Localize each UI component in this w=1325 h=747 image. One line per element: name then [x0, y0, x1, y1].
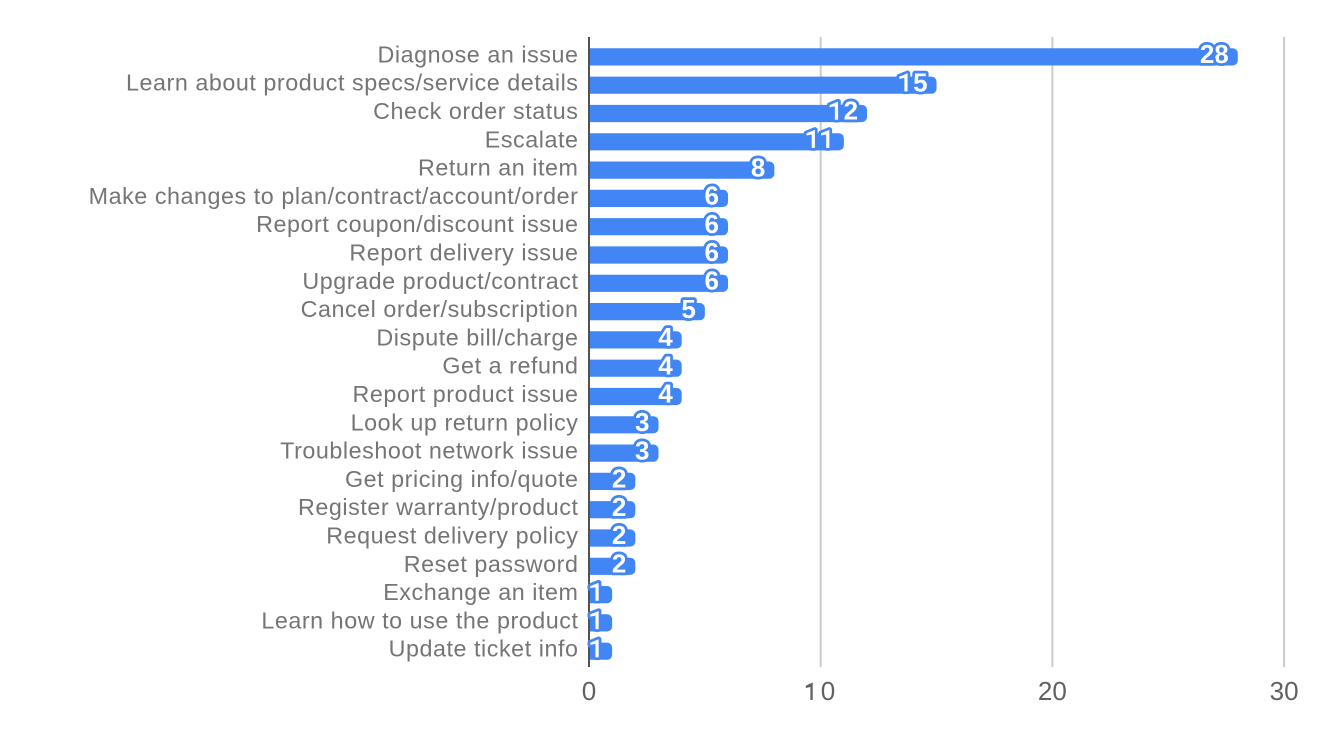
svg-text:8: 8 — [751, 152, 765, 182]
svg-text:Cancel order/subscription: Cancel order/subscription — [301, 296, 579, 322]
svg-text:Register warranty/product: Register warranty/product — [298, 494, 578, 520]
svg-text:4: 4 — [658, 322, 673, 352]
svg-text:Report coupon/discount issue: Report coupon/discount issue — [256, 211, 578, 237]
svg-text:2: 2 — [612, 520, 626, 550]
svg-text:Request delivery policy: Request delivery policy — [326, 523, 578, 549]
svg-text:Diagnose an issue: Diagnose an issue — [377, 41, 578, 67]
svg-text:2: 2 — [612, 549, 626, 579]
svg-text:Learn about product specs/serv: Learn about product specs/service detail… — [126, 70, 579, 96]
svg-text:2: 2 — [1038, 676, 1052, 706]
svg-text:4: 4 — [658, 350, 673, 380]
svg-text:Look up return policy: Look up return policy — [351, 409, 579, 435]
svg-text:2: 2 — [612, 492, 626, 522]
svg-text:Update ticket info: Update ticket info — [389, 636, 579, 662]
svg-text:3: 3 — [635, 435, 649, 465]
svg-text:6: 6 — [705, 237, 719, 267]
svg-text:6: 6 — [705, 266, 719, 296]
svg-text:0: 0 — [582, 676, 596, 706]
svg-text:Report delivery issue: Report delivery issue — [349, 240, 578, 266]
svg-text:Dispute bill/charge: Dispute bill/charge — [376, 324, 578, 350]
svg-text:Make changes to plan/contract/: Make changes to plan/contract/account/or… — [89, 183, 579, 209]
svg-text:Escalate: Escalate — [485, 126, 579, 152]
svg-text:Get pricing info/quote: Get pricing info/quote — [345, 466, 579, 492]
svg-text:3: 3 — [635, 407, 649, 437]
svg-text:Return an item: Return an item — [418, 155, 579, 181]
svg-text:2: 2 — [1200, 39, 1214, 69]
svg-text:5: 5 — [913, 67, 927, 97]
svg-text:6: 6 — [705, 209, 719, 239]
svg-text:3: 3 — [1270, 676, 1284, 706]
svg-text:2: 2 — [844, 96, 858, 126]
svg-text:4: 4 — [658, 379, 673, 409]
svg-text:Exchange an item: Exchange an item — [383, 579, 578, 605]
svg-text:Get a refund: Get a refund — [442, 353, 578, 379]
svg-text:8: 8 — [1214, 39, 1228, 69]
svg-text:6: 6 — [705, 181, 719, 211]
svg-text:Reset password: Reset password — [404, 551, 579, 577]
svg-text:Report product issue: Report product issue — [353, 381, 579, 407]
svg-text:Upgrade product/contract: Upgrade product/contract — [302, 268, 578, 294]
svg-text:Learn how to use the product: Learn how to use the product — [261, 607, 578, 633]
svg-text:Troubleshoot network issue: Troubleshoot network issue — [280, 438, 578, 464]
svg-text:0: 0 — [1052, 676, 1066, 706]
svg-text:0: 0 — [821, 676, 835, 706]
svg-text:Check order status: Check order status — [373, 98, 578, 124]
svg-text:0: 0 — [1284, 676, 1298, 706]
svg-text:5: 5 — [681, 294, 695, 324]
svg-text:2: 2 — [612, 464, 626, 494]
